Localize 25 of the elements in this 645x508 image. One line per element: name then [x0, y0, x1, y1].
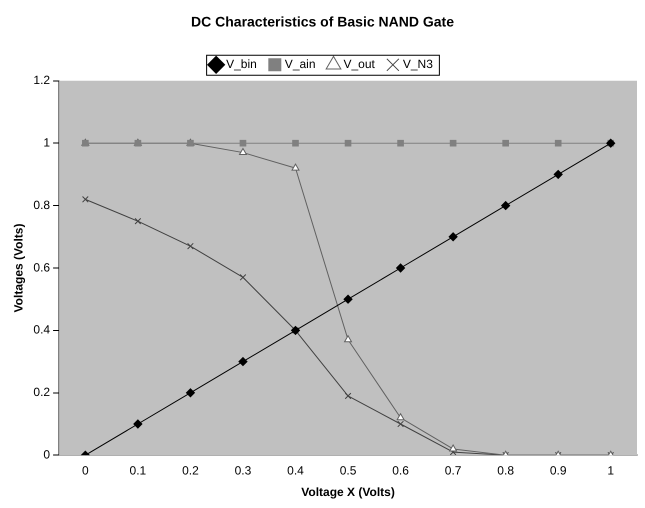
y-tick-label: 0.8	[33, 198, 50, 212]
x-tick-label: 0.2	[182, 464, 200, 478]
x-tick-label: 0.7	[444, 464, 462, 478]
x-tick-label: 0.4	[287, 464, 304, 478]
chart-title: DC Characteristics of Basic NAND Gate	[191, 13, 454, 30]
y-tick-label: 0	[43, 448, 50, 462]
x-tick-label: 0.5	[340, 464, 357, 478]
y-tick-label: 0.4	[33, 322, 50, 337]
x-tick-label: 0	[82, 464, 90, 478]
x-tick-label: 0.8	[497, 464, 514, 478]
x-tick-label: 1	[607, 464, 614, 478]
legend-label: V_N3	[402, 57, 434, 72]
x-axis-title: Voltage X (Volts)	[301, 485, 395, 500]
legend-label: V_ain	[284, 57, 316, 72]
y-tick-label: 0.2	[33, 385, 50, 400]
x-tick-label: 0.3	[234, 464, 252, 478]
x-tick-label: 0.9	[550, 464, 567, 478]
legend-label: V_out	[344, 57, 376, 72]
y-tick-label: 1	[43, 136, 50, 150]
y-tick-label: 0.6	[33, 260, 50, 274]
x-tick-label: 0.6	[392, 464, 410, 478]
y-tick-label: 1.2	[33, 73, 50, 88]
legend-label: V_bin	[226, 57, 257, 72]
x-tick-label: 0.1	[130, 464, 147, 478]
y-axis-title: Voltages (Volts)	[12, 224, 26, 312]
